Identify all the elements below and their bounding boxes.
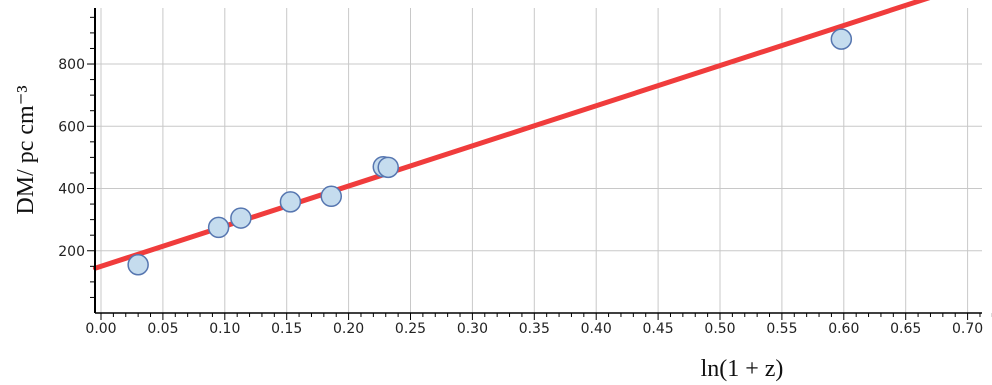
x-tick-label: 0.35: [519, 321, 550, 337]
x-tick-label: 0.40: [581, 321, 612, 337]
x-tick-label: 0.65: [890, 321, 921, 337]
data-point: [320, 185, 343, 208]
data-point: [830, 28, 853, 50]
x-tick-label: 0.70: [952, 321, 983, 337]
data-point: [377, 156, 399, 179]
x-tick-label: 0.05: [147, 321, 178, 337]
x-tick-label: 0.00: [85, 321, 116, 337]
data-point: [279, 191, 302, 213]
x-tick-label: 0.25: [395, 321, 426, 337]
axes: [87, 8, 992, 320]
y-tick-label: 800: [58, 57, 85, 73]
data-point: [230, 207, 252, 229]
x-tick-label: 0.30: [457, 321, 488, 337]
y-tick-label: 400: [58, 182, 85, 198]
x-tick-label: 0.60: [828, 321, 859, 337]
x-tick-label: 0.55: [766, 321, 797, 337]
x-tick-label: 0.45: [643, 321, 674, 337]
grid: [95, 8, 982, 313]
y-tick-labels: 200 400 600 800: [58, 57, 85, 260]
data-points: [127, 28, 853, 276]
y-axis-label: DM/ pc cm⁻³: [13, 85, 39, 214]
x-tick-label: 0.50: [704, 321, 735, 337]
data-point: [207, 216, 230, 239]
x-tick-label: 0.10: [209, 321, 240, 337]
x-tick-label: 0.20: [333, 321, 364, 337]
data-point: [127, 254, 149, 276]
y-tick-label: 600: [58, 119, 85, 135]
x-tick-label: 0.15: [271, 321, 302, 337]
y-tick-label: 200: [58, 244, 85, 260]
x-tick-labels: 0.00 0.05 0.10 0.15 0.20 0.25 0.30 0.35 0.40 0.45…: [85, 321, 983, 337]
x-axis-label: ln(1 + z): [701, 356, 784, 382]
